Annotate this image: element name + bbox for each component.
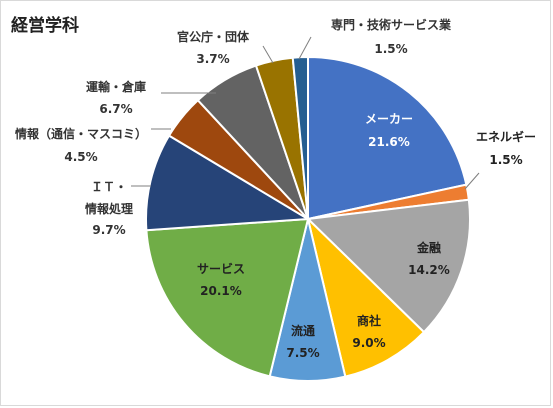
leader-line — [262, 45, 274, 64]
slice-name-label: ＩＴ・ — [91, 180, 127, 194]
slice-name-label: メーカー — [365, 112, 413, 126]
slice-name-label: 専門・技術サービス業 — [331, 17, 452, 32]
slice-value-label: 4.5% — [64, 150, 97, 164]
slice-name-label: 情報処理 — [85, 201, 133, 216]
slice-name-label: 流通 — [291, 323, 315, 338]
pie-slice — [145, 217, 310, 378]
slice-value-label: 9.0% — [352, 336, 385, 350]
slice-name-label: 官公庁・団体 — [177, 29, 250, 44]
slice-name-label: 情報（通信・マスコミ） — [15, 126, 147, 141]
slice-name-label: サービス — [197, 261, 245, 276]
pie-slice — [145, 134, 312, 232]
slice-value-label: 7.5% — [286, 346, 319, 360]
slice-name-label: 商社 — [357, 313, 381, 328]
slice-value-label: 21.6% — [368, 135, 410, 149]
leader-line — [298, 36, 312, 60]
slice-value-label: 1.5% — [489, 153, 522, 167]
slice-value-label: 9.7% — [92, 223, 125, 237]
slice-value-label: 1.5% — [374, 42, 407, 56]
slice-name-label: 金融 — [416, 240, 441, 255]
slice-name-label: エネルギー — [476, 129, 536, 144]
leader-line — [464, 172, 480, 190]
pie-slice — [305, 198, 471, 334]
slice-value-label: 3.7% — [196, 52, 229, 66]
slice-value-label: 14.2% — [408, 263, 450, 277]
slice-value-label: 20.1% — [200, 284, 242, 298]
chart-title: 経営学科 — [11, 16, 79, 36]
slice-value-label: 6.7% — [99, 102, 132, 116]
slice-name-label: 運輸・倉庫 — [86, 79, 146, 94]
pie-slice — [307, 55, 468, 221]
